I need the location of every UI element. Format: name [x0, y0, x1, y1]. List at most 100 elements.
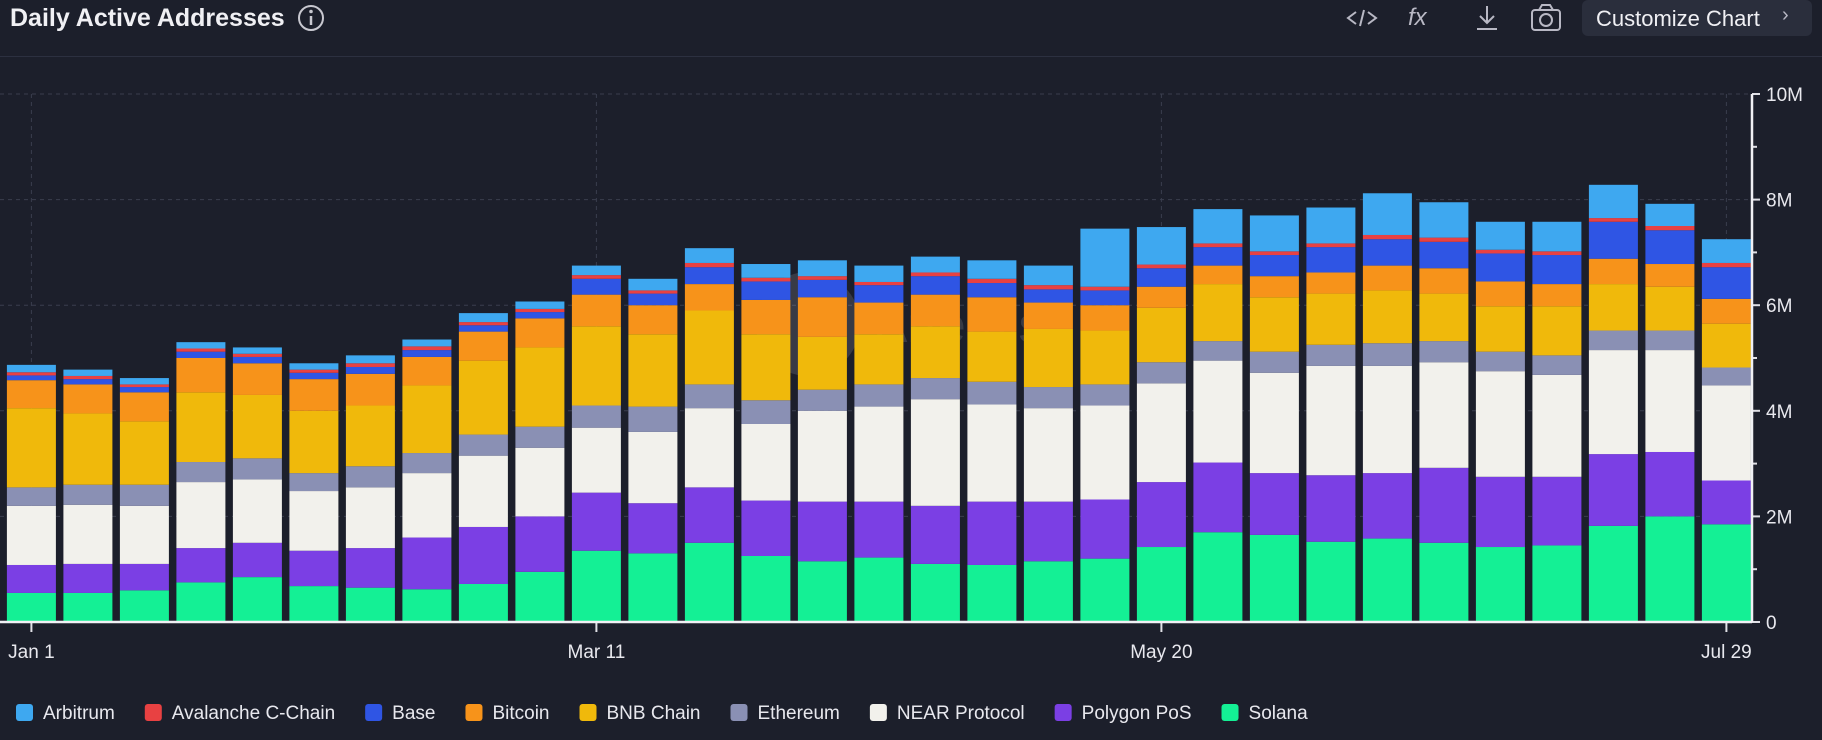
- legend-label: Base: [392, 703, 435, 724]
- bar-segment: [63, 375, 113, 380]
- bar-segment: [797, 297, 847, 337]
- bar-segment: [1475, 221, 1525, 250]
- bar-segment: [515, 312, 565, 319]
- y-tick-label: 8M: [1766, 191, 1792, 212]
- bar-segment: [1136, 264, 1186, 269]
- bar-segment: [910, 326, 960, 379]
- bar-segment: [6, 375, 56, 381]
- legend-item[interactable]: NEAR Protocol: [869, 703, 1025, 724]
- y-tick-label: 0: [1766, 613, 1777, 634]
- legend-item[interactable]: Arbitrum: [16, 703, 115, 724]
- button-label: Customize Chart: [1596, 6, 1760, 31]
- bar-segment: [402, 537, 452, 590]
- legend-item[interactable]: Avalanche C-Chain: [144, 703, 335, 724]
- formula-icon[interactable]: fx: [1408, 4, 1428, 31]
- bar-segment: [910, 256, 960, 273]
- bar-segment: [458, 313, 508, 323]
- legend-item[interactable]: Ethereum: [730, 703, 840, 724]
- bar-segment: [6, 372, 56, 376]
- legend-item[interactable]: Bitcoin: [465, 703, 550, 724]
- bar-segment: [854, 334, 904, 385]
- legend-label: Solana: [1249, 703, 1309, 724]
- legend-label: BNB Chain: [607, 703, 701, 724]
- bar-segment: [571, 405, 621, 428]
- bar-segment: [910, 294, 960, 327]
- bar-segment: [1080, 286, 1130, 291]
- bar-segment: [1475, 371, 1525, 477]
- bar-segment: [1588, 221, 1638, 259]
- bar-segment: [967, 381, 1017, 405]
- bar-segment: [232, 458, 282, 480]
- info-icon[interactable]: [296, 3, 326, 33]
- bar-segment: [289, 491, 339, 551]
- bar-segment: [63, 369, 113, 376]
- bar-segment: [967, 501, 1017, 565]
- bar-segment: [402, 350, 452, 357]
- bar-segment: [402, 385, 452, 454]
- bar-segment: [628, 293, 678, 306]
- bar-segment: [1023, 328, 1073, 388]
- bar-segment: [1475, 253, 1525, 282]
- bar-segment: [345, 366, 395, 374]
- bar-segment: [345, 373, 395, 406]
- legend-swatch: [579, 704, 597, 721]
- bar-segment: [1193, 265, 1243, 285]
- bar-segment: [1306, 365, 1356, 476]
- bar-segment: [1193, 209, 1243, 244]
- customize-button[interactable]: Customize Chart ›: [1582, 0, 1812, 36]
- legend-swatch: [365, 704, 383, 721]
- bar-segment: [854, 406, 904, 502]
- bar-segment: [63, 484, 113, 505]
- bar-segment: [176, 482, 226, 549]
- legend-item[interactable]: Polygon PoS: [1054, 703, 1192, 724]
- bar-segment: [176, 548, 226, 583]
- bar-segment: [1701, 480, 1751, 525]
- bar-segment: [1475, 547, 1525, 622]
- bar-segment: [119, 421, 169, 485]
- download-icon[interactable]: [1477, 6, 1497, 30]
- bar-segment: [628, 278, 678, 291]
- legend-item[interactable]: Base: [365, 703, 435, 724]
- embed-icon[interactable]: [1346, 9, 1378, 27]
- bar-segment: [628, 290, 678, 294]
- x-tick-label: May 20: [1130, 642, 1192, 663]
- bar-segment: [1306, 272, 1356, 294]
- bar-segment: [1249, 251, 1299, 256]
- bar-segment: [741, 500, 791, 556]
- bar-segment: [176, 358, 226, 393]
- bar-segment: [458, 360, 508, 435]
- bar-segment: [232, 353, 282, 357]
- legend-swatch: [16, 704, 33, 721]
- bar-segment: [967, 297, 1017, 332]
- bar-segment: [571, 294, 621, 327]
- bar-segment: [684, 408, 734, 488]
- bar-segment: [910, 378, 960, 400]
- camera-icon[interactable]: [1531, 4, 1561, 31]
- bar-segment: [6, 380, 56, 409]
- bar-segment: [176, 462, 226, 483]
- legend-item[interactable]: Solana: [1221, 703, 1309, 724]
- bar-segment: [1023, 408, 1073, 502]
- y-tick-label: 4M: [1766, 402, 1792, 423]
- bar-segment: [571, 278, 621, 295]
- bar-segment: [967, 564, 1017, 622]
- bar-segment: [1023, 302, 1073, 329]
- bar-segment: [797, 336, 847, 390]
- x-tick-label: Jul 29: [1701, 642, 1752, 663]
- legend-swatch: [1054, 704, 1072, 721]
- bar-segment: [289, 550, 339, 587]
- bar-segment: [1249, 372, 1299, 474]
- bar-segment: [458, 455, 508, 527]
- bar-segment: [119, 563, 169, 591]
- bar-segment: [1532, 306, 1582, 356]
- bar-segment: [1249, 215, 1299, 252]
- bar-segment: [289, 473, 339, 492]
- bar-segment: [1475, 249, 1525, 254]
- legend-item[interactable]: BNB Chain: [579, 703, 701, 724]
- bar-segment: [571, 427, 621, 493]
- bar-segment: [289, 379, 339, 411]
- bar-segment: [741, 277, 791, 282]
- bar-segment: [910, 505, 960, 564]
